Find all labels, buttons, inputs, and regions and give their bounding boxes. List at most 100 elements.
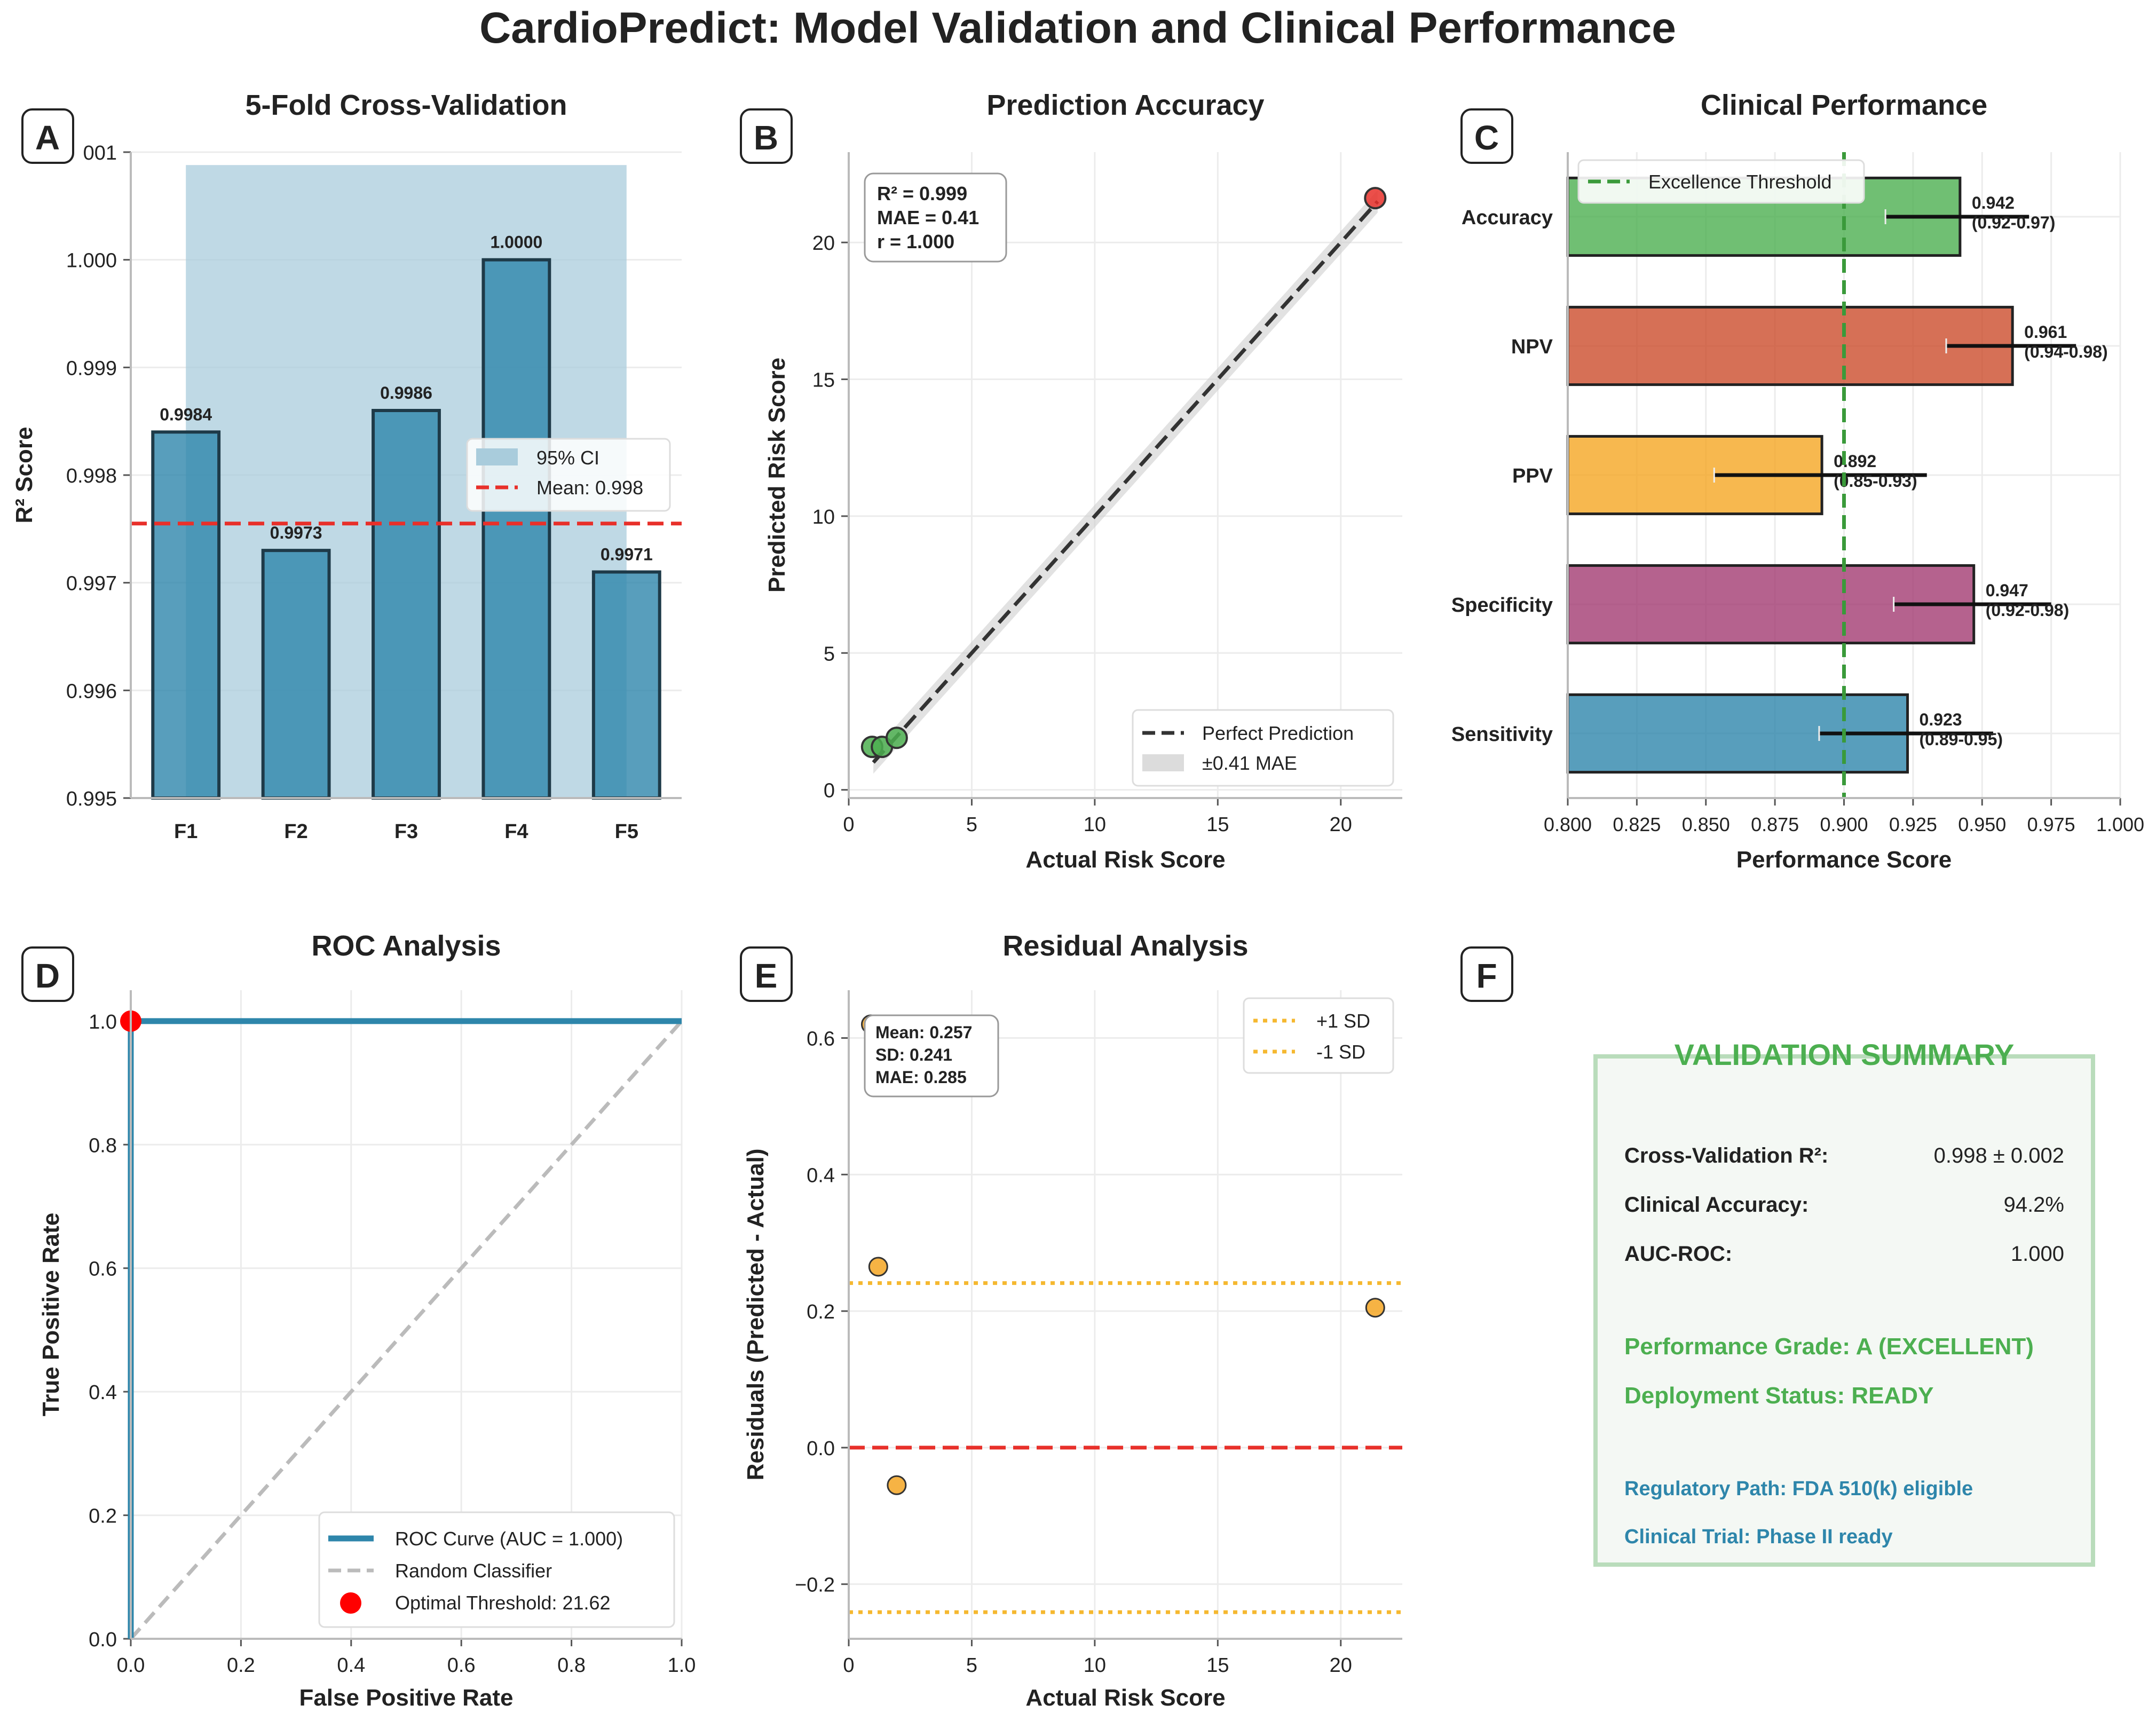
panel-a-ytick-label: 0.995 [66,788,117,810]
panel-e-xtick-label: 10 [1084,1654,1106,1677]
panel-c-legend-label: Excellence Threshold [1648,171,1832,193]
panel-d-legend-random-label: Random Classifier [395,1560,552,1582]
panel-b-stats-box: R² = 0.999 MAE = 0.41 r = 1.000 [864,172,1007,263]
panel-c-ytick-label: Accuracy [1462,207,1553,229]
panel-letter-c-text: C [1474,119,1499,157]
panel-a-y-axis-label: R² Score [11,427,37,524]
panel-c-ytick-label: Specificity [1451,594,1553,617]
panel-d-legend-optimal-swatch [340,1592,361,1614]
panel-b-legend-band-label: ±0.41 MAE [1202,752,1297,774]
panel-letter-a-text: A [35,119,60,157]
panel-b-ytick-label: 15 [812,369,835,392]
panel-c-legend-box [1577,159,1865,204]
summary-trial: Clinical Trial: Phase II ready [1624,1526,1893,1548]
panel-c-bar-value-label: 0.947 [1986,581,2028,600]
panel-d-legend: ROC Curve (AUC = 1.000) Random Classifier… [318,1511,675,1628]
panel-b-legend-line-label: Perfect Prediction [1202,722,1354,744]
panel-b-stat: MAE = 0.41 [877,207,979,228]
panel-d-xtick-label: 0.0 [117,1654,145,1677]
panel-c-xtick-label: 0.825 [1613,814,1661,835]
panel-a-ytick-label: 0.996 [66,680,117,702]
panel-e-stats-box: Mean: 0.257 SD: 0.241 MAE: 0.285 [864,1014,999,1098]
panel-letter-b: B [740,108,793,164]
panel-c-bar-value-label: 0.892 [1834,452,1876,471]
panel-d-xtick-label: 0.6 [447,1654,476,1677]
panel-a-bar [591,570,661,800]
panel-c-bar-ci-label: (0.85-0.93) [1834,471,1917,491]
figure-title: CardioPredict: Model Validation and Clin… [479,4,1676,52]
panel-d-ytick-label: 0.4 [89,1381,117,1404]
panel-c-bar-ci-label: (0.89-0.95) [1920,730,2003,749]
panel-d-xtick-label: 0.2 [227,1654,255,1677]
panel-b-legend: Perfect Prediction ±0.41 MAE [1132,709,1394,787]
panel-c-bar-ci-label: (0.92-0.97) [1972,213,2056,232]
panel-letter-d-text: D [35,957,60,995]
panel-b-stats-frame [864,172,1007,263]
panel-e-stat: MAE: 0.285 [875,1068,967,1087]
panel-e-ytick-label: 0.6 [807,1028,835,1051]
panel-c-xtick-label: 1.000 [2096,814,2144,835]
panel-c-ytick-label: NPV [1511,336,1553,358]
panel-d-legend-roc-label: ROC Curve (AUC = 1.000) [395,1528,623,1550]
panel-a-ytick-label: 001 [83,142,117,164]
panel-c-bar-ci-label: (0.92-0.98) [1986,601,2070,620]
panel-e-legend-minus-label: -1 SD [1316,1041,1365,1063]
panel-e-legend: +1 SD -1 SD [1243,997,1394,1074]
panel-a-ytick-label: 0.997 [66,573,117,595]
panel-b-point [885,727,908,749]
panel-a-xtick-label: F5 [615,820,638,843]
panel-b-legend-box [1132,709,1394,787]
panel-d-ytick-label: 0.2 [89,1505,117,1528]
panel-e-residual-analysis: Residual Analysis 0 5 10 15 20 −0.2 0.0 0.2 0.4 0.… [743,930,1402,1711]
panel-e-x-axis-label: Actual Risk Score [1025,1685,1225,1711]
panel-e-xtick-label: 5 [966,1654,977,1677]
panel-b-point [1364,187,1387,210]
panel-b-title: Prediction Accuracy [986,89,1264,121]
panel-b-x-axis-label: Actual Risk Score [1025,847,1225,873]
panel-e-title: Residual Analysis [1002,930,1248,962]
panel-e-ytick-label: 0.0 [807,1438,835,1460]
panel-c-bar-value-label: 0.923 [1920,710,1962,729]
panel-c-clinical-performance: Clinical Performance 0.800 0.825 0.850 0.875… [1451,89,2144,873]
panel-c-xtick-label: 0.900 [1820,814,1868,835]
panel-b-xtick-label: 20 [1330,814,1352,836]
panel-c-xtick-label: 0.875 [1751,814,1799,835]
panel-letter-d: D [21,946,74,1002]
summary-row-accuracy-value: 94.2% [2003,1193,2064,1217]
panel-b-ytick-label: 5 [824,643,835,665]
summary-row-cv-key: Cross-Validation R²: [1624,1144,1829,1167]
panel-c-x-axis-label: Performance Score [1736,847,1952,873]
panel-c-xtick-label: 0.950 [1958,814,2006,835]
panel-d-ytick-label: 0.0 [89,1629,117,1651]
summary-title: VALIDATION SUMMARY [1674,1038,2015,1071]
panel-letter-c: C [1460,108,1513,164]
panel-a-bar [372,409,441,800]
summary-status: Deployment Status: READY [1624,1383,1934,1409]
panel-d-random-line [129,1020,683,1640]
panel-letter-e: E [740,946,793,1002]
summary-row-auc-value: 1.000 [2010,1242,2064,1266]
panel-e-point [1365,1298,1385,1318]
panel-c-xtick-label: 0.925 [1889,814,1937,835]
summary-row-cv-value: 0.998 ± 0.002 [1933,1144,2064,1167]
summary-row-accuracy-key: Clinical Accuracy: [1624,1193,1809,1217]
panel-d-y-axis-label: True Positive Rate [38,1213,64,1416]
validation-summary-box: VALIDATION SUMMARY Cross-Validation R²: … [1593,1038,2095,1567]
panel-a-bar-value-label: 0.9984 [160,405,212,424]
panel-letter-f-text: F [1476,957,1497,995]
panel-d-ytick-label: 1.0 [89,1011,117,1033]
panel-b-ytick-label: 10 [812,506,835,528]
panel-e-stat: Mean: 0.257 [875,1023,972,1042]
panel-a-bar [481,258,551,800]
panel-e-point [868,1257,888,1277]
panel-d-ytick-label: 0.6 [89,1258,117,1281]
panel-e-ytick-label: −0.2 [795,1574,835,1597]
panel-letter-b-text: B [754,119,778,157]
panel-a-legend-ci-swatch [476,448,518,465]
panel-d-legend-box [318,1511,675,1628]
panel-e-xtick-label: 0 [843,1654,854,1677]
panel-a-bar-value-label: 0.9971 [601,545,653,564]
panel-e-ytick-label: 0.2 [807,1301,835,1323]
panel-a-xtick-label: F3 [394,820,418,843]
